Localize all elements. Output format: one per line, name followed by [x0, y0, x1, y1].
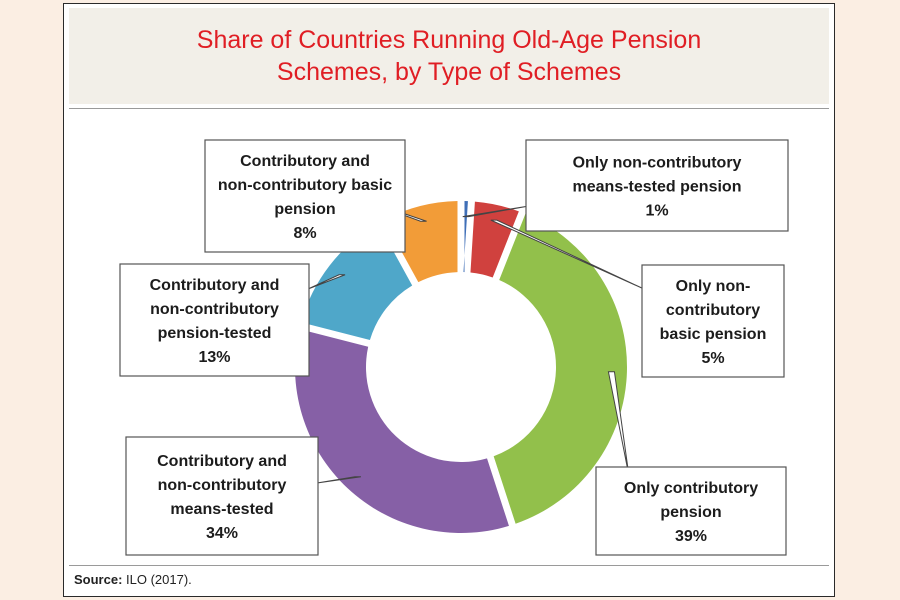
label-box-frame-4	[119, 263, 310, 377]
slice-label-5-line-1: non-contributory basic	[218, 177, 392, 194]
slice-1	[470, 201, 519, 278]
slice-value-label-3: 34%	[206, 525, 238, 542]
slice-2	[493, 213, 627, 524]
chart-title-line-1: Share of Countries Running Old-Age Pensi…	[196, 26, 702, 54]
slice-label-3-line-2: means-tested	[170, 501, 273, 518]
slice-label-2-line-0: Only contributory	[624, 480, 758, 497]
leader-line-4	[307, 274, 346, 290]
label-box-frame-0	[525, 139, 789, 232]
slice-label-0-line-0: Only non-contributory	[573, 155, 742, 172]
slice-label-0-line-1: means-tested pension	[573, 179, 742, 196]
slice-3	[294, 329, 509, 533]
label-box-frame-1	[641, 264, 785, 378]
slice-label-2-line-1: pension	[660, 504, 721, 521]
label-box-2: Only contributory pension 39%	[595, 466, 787, 556]
slice-label-1-line-2: basic pension	[660, 326, 767, 343]
slice-label-1-line-0: Only non-	[676, 278, 751, 295]
chart-area: Only non-contributory means-tested pensio…	[69, 108, 829, 566]
label-box-frame-2	[595, 466, 787, 556]
label-box-1: Only non-contributory basic pension 5%	[641, 264, 785, 378]
label-box-5: Contributory and non-contributory basic pe…	[204, 139, 406, 253]
label-box-frame-3	[125, 436, 319, 556]
leader-line-0	[462, 205, 530, 218]
label-box-3: Contributory and non-contributory means-te…	[125, 436, 319, 556]
label-box-4: Contributory and non-contributory pension-…	[119, 263, 310, 377]
slice-label-4-line-2: pension-tested	[158, 325, 272, 342]
donut-chart: Only non-contributory means-tested pensio…	[119, 139, 789, 556]
slice-0	[463, 201, 468, 273]
label-box-0: Only non-contributory means-tested pensio…	[525, 139, 789, 232]
slice-label-3-line-0: Contributory and	[157, 453, 287, 470]
chart-frame: Share of Countries Running Old-Age Pensi…	[63, 3, 835, 597]
slice-label-3-line-1: non-contributory	[158, 477, 287, 494]
slice-value-label-1: 5%	[701, 350, 724, 367]
chart-title-line-2: Schemes, by Type of Schemes	[276, 58, 622, 86]
label-box-frame-5	[204, 139, 406, 253]
slice-label-4-line-0: Contributory and	[150, 277, 280, 294]
slice-value-label-4: 13%	[198, 349, 230, 366]
title-band: Share of Countries Running Old-Age Pensi…	[69, 8, 829, 104]
leader-lines	[307, 192, 645, 484]
leader-line-2	[607, 371, 630, 477]
source-label: Source:	[74, 572, 123, 587]
slice-label-5-line-0: Contributory and	[240, 153, 370, 170]
slices	[294, 201, 627, 533]
slice-value-label-2: 39%	[675, 528, 707, 545]
slice-value-label-0: 1%	[645, 203, 668, 220]
slice-label-4-line-1: non-contributory	[150, 301, 279, 318]
leader-line-3	[316, 476, 362, 484]
slice-label-1-line-1: contributory	[666, 302, 760, 319]
slice-label-5-line-2: pension	[274, 201, 335, 218]
label-boxes: Only non-contributory means-tested pensio…	[119, 139, 789, 556]
source-text: ILO (2017).	[126, 572, 192, 587]
slice-value-label-5: 8%	[293, 225, 316, 242]
source-note: Source: ILO (2017).	[74, 572, 192, 587]
leader-line-1	[490, 219, 645, 290]
